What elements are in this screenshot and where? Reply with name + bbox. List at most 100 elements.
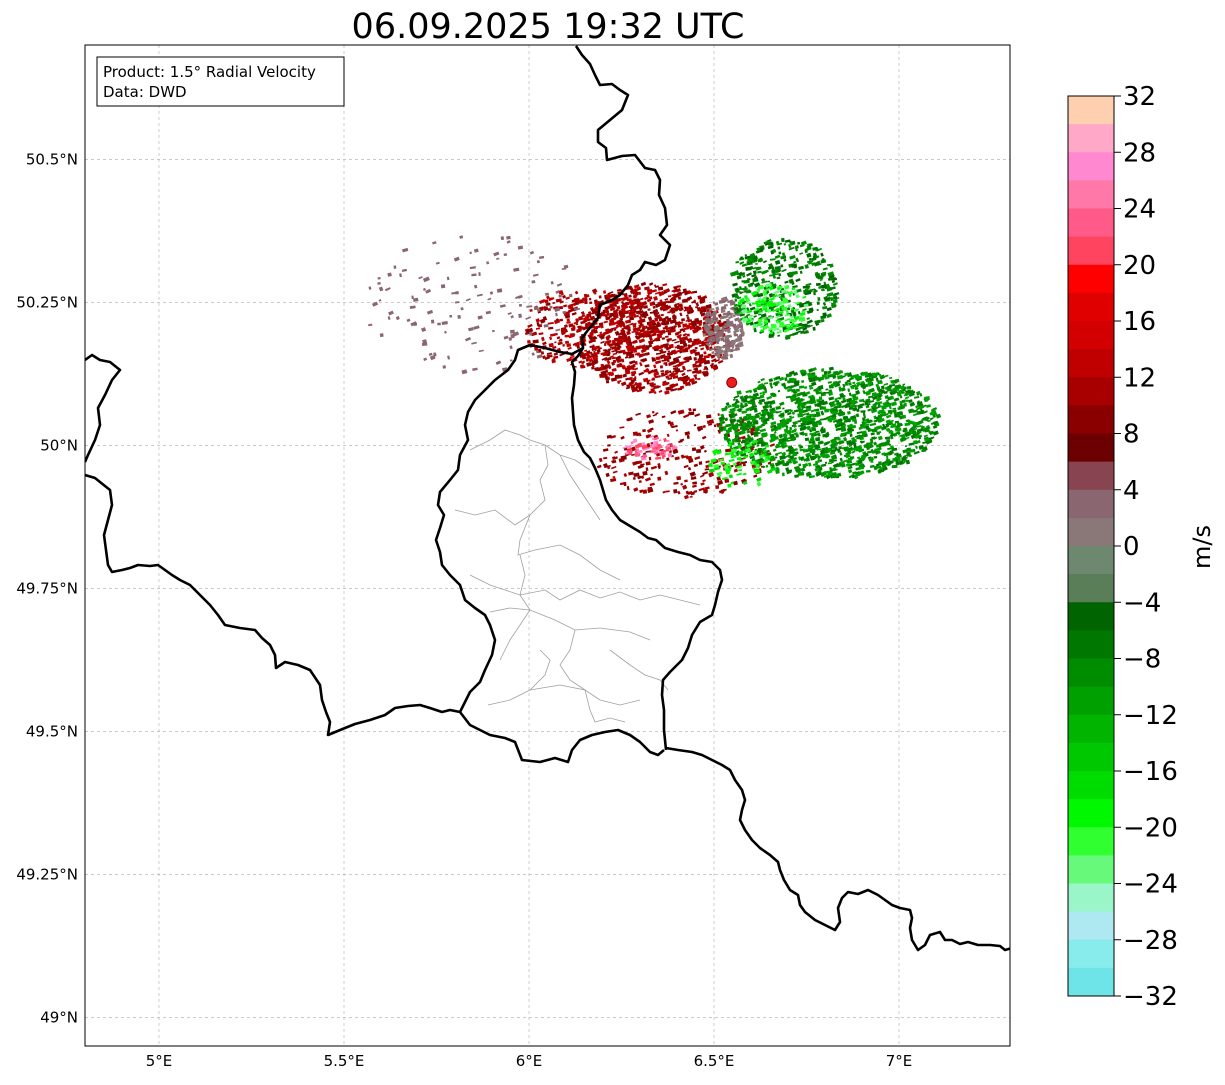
echo-pixel [567, 346, 572, 350]
echo-pixel [607, 466, 611, 470]
echo-pixel [569, 355, 575, 359]
lat-tick-label: 49.5°N [26, 722, 78, 740]
echo-pixel [705, 460, 710, 464]
echo-pixel [371, 301, 379, 307]
echo-pixel [791, 411, 796, 415]
echo-pixel [680, 482, 684, 486]
echo-pixel [667, 420, 672, 425]
echo-pixel [682, 374, 689, 380]
echo-pixel [894, 420, 900, 424]
echo-pixel [664, 298, 669, 301]
echo-pixel [867, 380, 873, 385]
echo-pixel [690, 476, 697, 481]
echo-pixel [901, 399, 906, 404]
echo-pixel [902, 388, 906, 392]
echo-pixel [823, 475, 829, 478]
echo-pixel [662, 382, 669, 387]
echo-pixel [875, 383, 880, 387]
echo-pixel [901, 456, 907, 462]
lat-tick-label: 50.25°N [16, 293, 78, 311]
echo-pixel [563, 328, 569, 333]
colorbar-bin [1068, 799, 1114, 828]
echo-pixel [724, 322, 728, 328]
echo-pixel [532, 273, 539, 277]
echo-pixel [606, 434, 612, 439]
echo-pixel [634, 299, 639, 303]
echo-pixel [399, 273, 403, 278]
echo-pixel [455, 290, 459, 295]
echo-pixel [538, 332, 544, 336]
echo-pixel [700, 361, 704, 364]
echo-pixel [671, 293, 676, 297]
echo-pixel [749, 437, 754, 442]
echo-pixel [584, 293, 590, 299]
info-data-source: Data: DWD [103, 83, 187, 101]
echo-pixel [869, 423, 873, 427]
echo-pixel [902, 454, 908, 458]
echo-pixel [605, 380, 610, 384]
echo-pixel [657, 328, 660, 332]
echo-pixel [607, 350, 610, 354]
echo-pixel [614, 374, 620, 379]
echo-pixel [705, 367, 709, 371]
echo-pixel [610, 477, 617, 483]
echo-pixel [687, 466, 692, 471]
echo-pixel [634, 335, 639, 340]
echo-pixel [611, 356, 616, 360]
echo-pixel [685, 324, 692, 330]
echo-pixel [832, 383, 837, 387]
echo-pixel [677, 323, 682, 328]
echo-pixel [695, 306, 699, 309]
info-product: Product: 1.5° Radial Velocity [103, 63, 316, 81]
echo-pixel [708, 462, 714, 468]
echo-pixel [593, 359, 599, 364]
echo-pixel [536, 259, 541, 264]
echo-pixel [652, 413, 658, 417]
echo-pixel [638, 315, 643, 321]
echo-pixel [780, 422, 788, 429]
echo-pixel [677, 387, 683, 391]
echo-pixel [564, 334, 570, 338]
echo-pixel [692, 481, 698, 485]
echo-pixel [413, 297, 419, 302]
echo-pixel [695, 369, 702, 374]
echo-pixel [815, 430, 820, 433]
echo-pixel [904, 393, 908, 396]
echo-pixel [368, 323, 373, 327]
echo-pixel [621, 327, 625, 331]
echo-pixel [731, 451, 734, 454]
echo-pixel [506, 235, 511, 240]
echo-pixel [909, 428, 916, 431]
echo-pixel [737, 444, 742, 449]
echo-pixel [621, 358, 625, 363]
echo-pixel [878, 461, 882, 466]
echo-pixel [752, 467, 756, 470]
colorbar-tick-label: 20 [1123, 251, 1156, 281]
echo-pixel [634, 376, 637, 380]
echo-pixel [800, 380, 805, 383]
echo-pixel [692, 408, 697, 412]
echo-pixel [643, 377, 649, 383]
echo-pixel [682, 332, 688, 337]
echo-pixel [694, 367, 699, 372]
echo-pixel [686, 434, 690, 439]
echo-pixel [548, 297, 554, 302]
echo-pixel [638, 480, 642, 484]
echo-pixel [647, 428, 652, 433]
echo-pixel [531, 280, 536, 284]
echo-pixel [607, 339, 612, 344]
colorbar-bin [1068, 855, 1114, 884]
echo-pixel [759, 392, 763, 395]
echo-pixel [709, 316, 715, 321]
echo-pixel [578, 316, 584, 321]
echo-pixel [629, 316, 635, 321]
echo-pixel [676, 348, 683, 353]
echo-pixel [704, 468, 710, 471]
echo-pixel [725, 479, 729, 483]
echo-pixel [683, 298, 686, 302]
echo-pixel [619, 323, 623, 328]
echo-pixel [565, 296, 570, 300]
echo-pixel [674, 456, 680, 461]
echo-pixel [719, 315, 725, 320]
echo-pixel [648, 296, 653, 300]
